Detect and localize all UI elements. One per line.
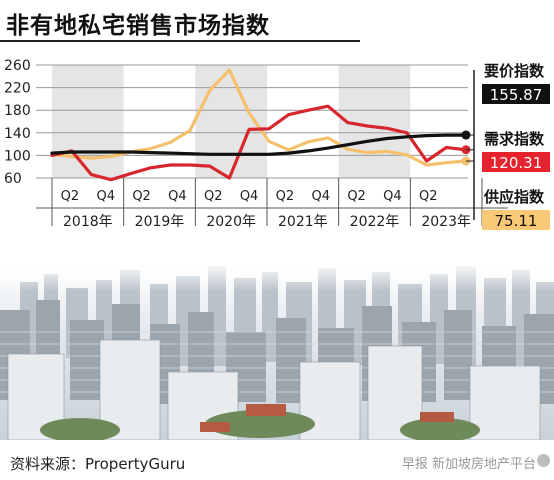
x-quarter-label: Q2	[132, 189, 151, 204]
legend-name-0: 要价指数	[484, 62, 545, 80]
x-quarter-label: Q2	[347, 189, 366, 204]
source-note: 资料来源：PropertyGuru	[10, 455, 186, 473]
legend-value-0: 155.87	[490, 86, 543, 104]
legend-name-2: 供应指数	[483, 188, 545, 206]
x-year-label: 2018年	[63, 214, 113, 230]
watermark-text: 早报 新加坡房地产平台	[401, 457, 536, 472]
y-tick-label: 180	[4, 103, 31, 119]
legend-name-1: 需求指数	[484, 130, 545, 148]
year-band-2018年	[52, 65, 124, 178]
y-tick-label: 260	[4, 58, 31, 74]
legend-value-2: 75.11	[495, 212, 538, 230]
legend-value-box-2	[482, 210, 550, 230]
year-shading-bands	[52, 65, 411, 178]
watermark-icon	[537, 454, 550, 467]
x-quarter-label: Q4	[383, 189, 402, 204]
x-quarter-label: Q4	[96, 189, 115, 204]
legend-value-box-0	[482, 84, 550, 104]
chart-title: 非有地私宅销售市场指数	[6, 13, 270, 39]
x-year-label: 2022年	[350, 214, 400, 230]
y-tick-label: 60	[4, 171, 22, 187]
x-quarter-label: Q4	[311, 189, 330, 204]
x-axis: Q2 Q4 Q2 Q4 Q2 Q4 Q2 Q4 Q2 Q4 Q2 2018年 2019年 2020年 202…	[36, 178, 508, 230]
x-year-label: 2020年	[206, 214, 256, 230]
legend-value-box-1	[482, 152, 550, 172]
y-axis-tick-labels: 60 100 140 180 220 260	[4, 58, 31, 187]
series-legend: 要价指数 155.87 需求指数 120.31 供应指数 75.11	[466, 62, 550, 230]
x-quarter-label: Q4	[168, 189, 187, 204]
x-quarter-label: Q2	[419, 189, 438, 204]
series-lines	[50, 68, 471, 182]
x-quarter-label: Q2	[276, 189, 295, 204]
series-line-1	[50, 104, 468, 182]
series-line-2	[50, 68, 468, 167]
x-quarter-label: Q2	[204, 189, 223, 204]
x-quarter-label: Q4	[240, 189, 259, 204]
title-rule	[0, 40, 360, 42]
city-skyline-photo	[0, 262, 554, 440]
x-year-label: 2019年	[135, 214, 185, 230]
footer-bar: 资料来源：PropertyGuru 早报 新加坡房地产平台	[0, 440, 554, 480]
series-line-0	[50, 133, 468, 156]
y-tick-label: 100	[4, 148, 31, 164]
y-tick-label: 220	[4, 81, 31, 97]
y-tick-label: 140	[4, 126, 31, 142]
x-quarter-label: Q2	[61, 189, 80, 204]
x-year-label: 2021年	[278, 214, 328, 230]
x-year-label: 2023年	[421, 214, 471, 230]
legend-value-1: 120.31	[490, 154, 543, 172]
